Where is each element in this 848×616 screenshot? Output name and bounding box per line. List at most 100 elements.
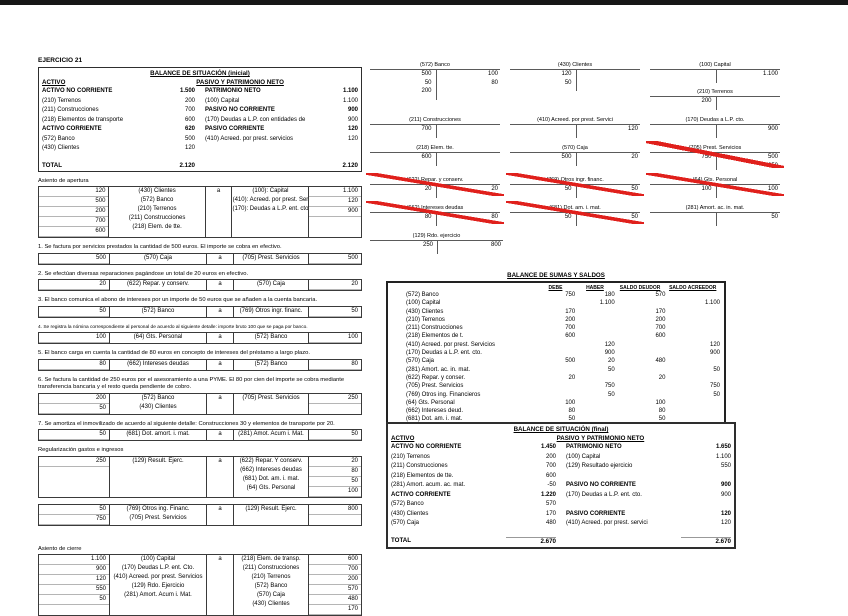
debit-amount: 50	[510, 79, 572, 88]
debit-values-column: 50	[39, 430, 110, 440]
haber-value: 900	[575, 349, 614, 357]
t-account-body: 1.100	[650, 70, 780, 83]
haber-value	[575, 324, 614, 332]
journal-caption: 5. El banco carga en cuenta la cantidad …	[38, 350, 362, 358]
t-account-body: 80 80	[370, 213, 500, 226]
balance-row: (218) Elementos de tte. 600	[391, 472, 731, 482]
exercise-title: EJERCICIO 21	[38, 57, 362, 64]
debit-amount: 80	[370, 213, 432, 222]
trial-balance-row: (100) Capital 1.100 1.100	[392, 299, 720, 307]
credit-value: 500	[309, 254, 361, 264]
credit-account: (572) Banco	[234, 582, 308, 591]
debit-values-column: 80	[39, 360, 110, 370]
t-accounts-cell: (170) Deudas a L.P. cto. 900	[650, 117, 780, 138]
debit-amount: 50	[370, 79, 432, 88]
t-account-name: (129) Rdo. ejercicio	[370, 233, 503, 241]
credit-amount: 20	[577, 153, 639, 162]
balance-row: (430) Clientes 120	[42, 144, 358, 154]
balance-right-label: PASIVO CORRIENTE	[195, 125, 308, 135]
balance-left-value: 480	[506, 519, 556, 529]
saldo-deudor-value	[615, 341, 666, 349]
debit-account: (129) Result. Ejerc.	[110, 457, 206, 466]
credit-amount: 80	[437, 213, 499, 222]
credit-accounts-column: (705) Prest. Servicios	[234, 394, 309, 414]
trial-balance-row: (210) Terrenos 200 200	[392, 316, 720, 324]
balance-left-value: 700	[145, 106, 195, 116]
haber-value: 1.100	[575, 299, 614, 307]
balance-left-value: 620	[145, 125, 195, 135]
credit-account: (662) Intereses deudas	[234, 466, 308, 475]
credit-account: (170): Deudas a L.P. ent. cto	[232, 205, 308, 214]
journal-entry-box: 50 (572) Banco a (769) Otros ingr. finan…	[38, 306, 362, 318]
account-label: (410) Acreed. por prest. Servicios	[392, 341, 536, 349]
credit-values-column: 50	[309, 430, 361, 440]
t-account-debit-side: 20	[370, 185, 437, 198]
blank	[195, 162, 308, 169]
saldo-deudor-value: 200	[615, 316, 666, 324]
credit-amount: 100	[717, 185, 779, 194]
t-account-debit-side: 50	[510, 185, 577, 198]
credit-value: 170	[309, 605, 361, 615]
debe-value: 80	[536, 407, 575, 415]
credit-value: 20	[309, 457, 361, 467]
credit-value: 20	[309, 280, 361, 290]
haber-value	[575, 332, 614, 340]
t-account-debit-side: 80	[370, 213, 437, 226]
t-account-body: 50 50	[510, 185, 640, 198]
debit-value: 700	[39, 217, 108, 227]
t-account-credit-side: 20	[437, 185, 501, 198]
credit-value: 80	[309, 467, 361, 477]
credit-amount: 250	[717, 162, 779, 171]
balance-right-label	[556, 500, 681, 510]
credit-value: 250	[309, 394, 361, 404]
t-account-debit-side: 750	[650, 153, 717, 170]
t-accounts-cell: (281) Amort. ac. in. mat. 50	[650, 205, 780, 226]
t-account: (211) Construcciones 700	[370, 117, 500, 138]
t-account: (410) Acreed. por prest. Servici 120	[510, 117, 640, 138]
balance-left-value: 1.450	[506, 443, 556, 453]
t-accounts-row: (622) Repar. y conserv. 20 20	[370, 177, 790, 198]
balance-row: (210) Terrenos 200 (100) Capital 1.100	[391, 453, 731, 463]
final-balance-table: BALANCE DE SITUACIÓN (final) ACTIVO PASI…	[386, 422, 736, 549]
worksheet: EJERCICIO 21 BALANCE DE SITUACIÓN (inici…	[0, 5, 848, 599]
t-account: (64) Gts. Personal 100 100	[650, 177, 780, 198]
credit-accounts-column: (100): Capital(410): Acreed. por prest. …	[232, 187, 309, 237]
connector-column: a	[207, 333, 234, 343]
saldo-acreedor-value: 50	[665, 391, 720, 399]
debit-account: (210) Terrenos	[109, 205, 204, 214]
balance-left-value: 600	[145, 116, 195, 126]
credit-value: 80	[309, 360, 361, 370]
credit-values-column: 800	[309, 505, 361, 525]
debe-value	[536, 299, 575, 307]
balance-row: ACTIVO NO CORRIENTE 1.500 PATRIMONIO NET…	[42, 87, 358, 97]
t-account-credit-side: 1.100	[717, 70, 781, 83]
saldo-acreedor-value: 120	[665, 341, 720, 349]
saldo-acreedor-value	[665, 316, 720, 324]
balance-row: ACTIVO CORRIENTE 620 PASIVO CORRIENTE 12…	[42, 125, 358, 135]
balance-right-value: 900	[681, 481, 731, 491]
credit-amount: 50	[577, 213, 639, 222]
balance-left-value: 700	[506, 462, 556, 472]
t-account: (681) Dot. am. i. mat. 50 50	[510, 205, 640, 226]
account-label: (570) Caja	[392, 357, 536, 365]
initial-balance-headers: ACTIVO PASIVO Y PATRIMONIO NETO	[42, 79, 358, 86]
credit-account: (681) Dot. am. i. mat.	[234, 475, 308, 484]
balance-right-value: 120	[308, 135, 358, 145]
debit-value: 500	[39, 197, 108, 207]
t-accounts-cell: (769) Otros ingr. financ. 50 50	[510, 177, 640, 198]
balance-left-label: (218) Elementos de tte.	[391, 472, 506, 482]
balance-left-label: (430) Clientes	[42, 144, 145, 154]
connector-a: a	[207, 505, 233, 514]
balance-right-label: PASIVO CORRIENTE	[556, 510, 681, 520]
t-account-credit-side: 900	[717, 125, 781, 138]
credit-accounts-column: (769) Otros ingr. financ.	[234, 307, 309, 317]
t-account-debit-side	[650, 213, 717, 226]
debit-value: 600	[39, 227, 108, 237]
